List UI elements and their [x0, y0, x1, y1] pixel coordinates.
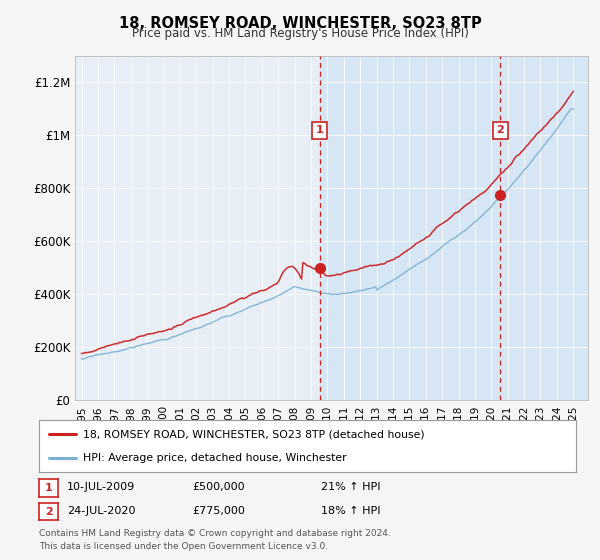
Text: 2: 2 [45, 507, 52, 516]
Text: 24-JUL-2020: 24-JUL-2020 [67, 506, 136, 516]
Text: Contains HM Land Registry data © Crown copyright and database right 2024.
This d: Contains HM Land Registry data © Crown c… [39, 529, 391, 550]
Text: £775,000: £775,000 [192, 506, 245, 516]
Text: 18, ROMSEY ROAD, WINCHESTER, SO23 8TP: 18, ROMSEY ROAD, WINCHESTER, SO23 8TP [119, 16, 481, 31]
Text: £500,000: £500,000 [192, 482, 245, 492]
Text: HPI: Average price, detached house, Winchester: HPI: Average price, detached house, Winc… [83, 453, 347, 463]
Text: 10-JUL-2009: 10-JUL-2009 [67, 482, 136, 492]
Text: Price paid vs. HM Land Registry's House Price Index (HPI): Price paid vs. HM Land Registry's House … [131, 27, 469, 40]
Text: 18, ROMSEY ROAD, WINCHESTER, SO23 8TP (detached house): 18, ROMSEY ROAD, WINCHESTER, SO23 8TP (d… [83, 430, 425, 440]
Text: 2: 2 [497, 125, 505, 135]
Text: 1: 1 [316, 125, 323, 135]
Text: 21% ↑ HPI: 21% ↑ HPI [321, 482, 380, 492]
Text: 1: 1 [45, 483, 52, 493]
Bar [320, 56, 588, 400]
Text: 18% ↑ HPI: 18% ↑ HPI [321, 506, 380, 516]
